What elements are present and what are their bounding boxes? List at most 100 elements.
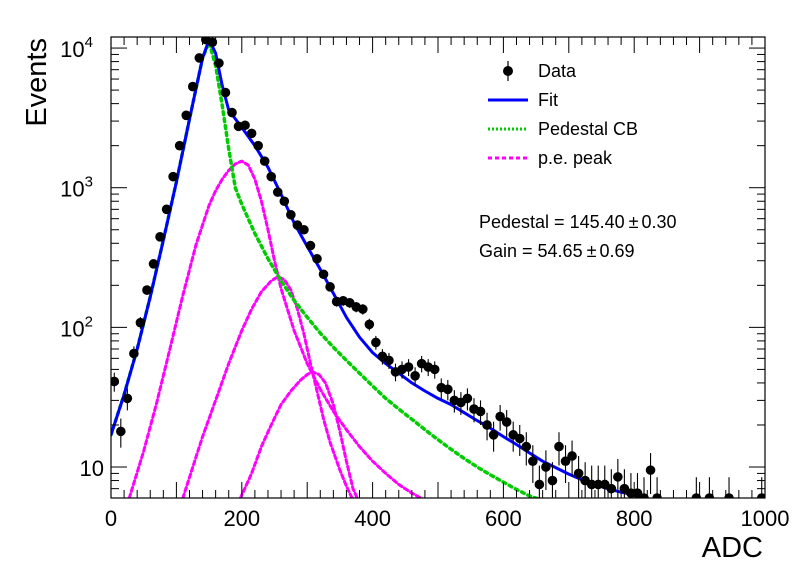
data-point: [253, 140, 263, 151]
curve-fit: [111, 38, 649, 498]
x-tick-label: 600: [485, 506, 522, 531]
data-point: [371, 337, 381, 348]
x-tick-label: 400: [354, 506, 391, 531]
curve-p-e-peak-3: [239, 370, 359, 498]
data-point: [410, 370, 420, 381]
data-point: [312, 253, 322, 264]
data-point: [632, 488, 643, 498]
tick-layer: [110, 37, 766, 499]
data-point: [246, 128, 257, 139]
data-point: [495, 411, 505, 422]
curve-layer: [111, 38, 649, 498]
stat-gain: Gain = 54.65 ±0.69: [479, 241, 635, 261]
stat-gain-error: 0.69: [599, 241, 634, 261]
data-point: [174, 140, 185, 151]
data-point: [724, 493, 734, 498]
data-point: [488, 430, 499, 440]
data-point: [240, 120, 250, 131]
curve-p-e-peak-1: [127, 159, 425, 498]
data-point: [501, 417, 512, 427]
data-point: [325, 282, 335, 292]
data-point: [573, 468, 584, 479]
data-point: [384, 355, 394, 366]
data-point: [227, 107, 237, 118]
data-point: [429, 364, 440, 375]
legend-label-fit: Fit: [538, 90, 558, 110]
y-tick-label: 104: [60, 34, 93, 62]
data-point: [567, 451, 577, 461]
data-point: [645, 465, 656, 475]
x-tick-label: 800: [616, 506, 653, 531]
data-point: [364, 319, 375, 330]
data-point: [554, 441, 564, 452]
data-point: [155, 232, 165, 242]
data-point: [691, 493, 702, 498]
data-point: [207, 37, 218, 48]
x-tick-labels: 0 200 400 600 800 1000: [105, 506, 790, 531]
data-point: [318, 269, 329, 280]
y-tick-label: 103: [60, 174, 93, 202]
data-point: [606, 483, 617, 494]
y-axis-label: Events: [21, 38, 53, 127]
legend: Data Fit Pedestal CB p.e. peak: [488, 61, 638, 168]
data-point: [541, 462, 551, 472]
data-point: [704, 493, 715, 498]
data-point: [111, 376, 120, 387]
data-point: [279, 196, 290, 207]
x-tick-label: 1000: [741, 506, 790, 531]
legend-label-pedestal: Pedestal CB: [538, 119, 638, 139]
data-point: [187, 81, 198, 92]
data-point: [194, 53, 205, 63]
data-point: [357, 304, 368, 314]
curve-p-e-peak-2: [181, 275, 354, 498]
x-axis-label: ADC: [702, 532, 763, 564]
data-point: [534, 479, 545, 490]
legend-label-pe-peak: p.e. peak: [538, 148, 613, 168]
data-point: [443, 384, 453, 395]
data-point: [272, 187, 283, 197]
data-point: [639, 493, 649, 498]
legend-entry-pe-peak: p.e. peak: [488, 148, 613, 168]
legend-entry-data: Data: [503, 61, 577, 81]
data-point: [475, 406, 486, 417]
data-point: [259, 156, 270, 166]
y-tick-labels: 10 102 103 104: [60, 34, 104, 481]
fit-stats: Pedestal = 145.40 ±0.30 Gain = 54.65 ±0.69: [479, 212, 677, 261]
stat-pedestal: Pedestal = 145.40 ±0.30: [479, 212, 677, 232]
data-point: [652, 493, 662, 498]
y-tick-label: 102: [60, 313, 93, 341]
x-tick-label: 200: [223, 506, 260, 531]
data-point: [266, 171, 277, 182]
data-point: [514, 433, 525, 444]
data-point: [613, 472, 623, 482]
legend-entry-pedestal: Pedestal CB: [488, 119, 638, 139]
stat-gain-value: Gain = 54.65: [479, 241, 583, 261]
stat-pedestal-value: Pedestal = 145.40: [479, 212, 625, 232]
data-point: [756, 493, 765, 498]
legend-data-marker: [503, 66, 513, 76]
data-point: [161, 204, 172, 215]
x-tick-label: 0: [105, 506, 117, 531]
data-point: [220, 87, 231, 98]
legend-entry-fit: Fit: [488, 90, 558, 110]
data-point: [168, 171, 178, 182]
data-point: [181, 110, 192, 121]
data-point: [462, 393, 473, 404]
data-point: [521, 441, 532, 452]
data-point: [129, 348, 139, 359]
data-point: [482, 420, 492, 430]
stat-pedestal-error: 0.30: [642, 212, 677, 232]
data-point: [148, 259, 159, 269]
data-point: [122, 393, 133, 404]
data-point: [116, 426, 126, 437]
data-point: [299, 224, 309, 235]
data-point: [286, 209, 296, 220]
stat-gain-pm: ±: [587, 241, 597, 261]
data-point: [403, 362, 414, 372]
data-point: [142, 285, 152, 295]
stat-pedestal-pm: ±: [629, 212, 639, 232]
y-tick-label: 10: [80, 456, 104, 481]
data-point: [214, 58, 224, 68]
data-point: [305, 240, 316, 251]
